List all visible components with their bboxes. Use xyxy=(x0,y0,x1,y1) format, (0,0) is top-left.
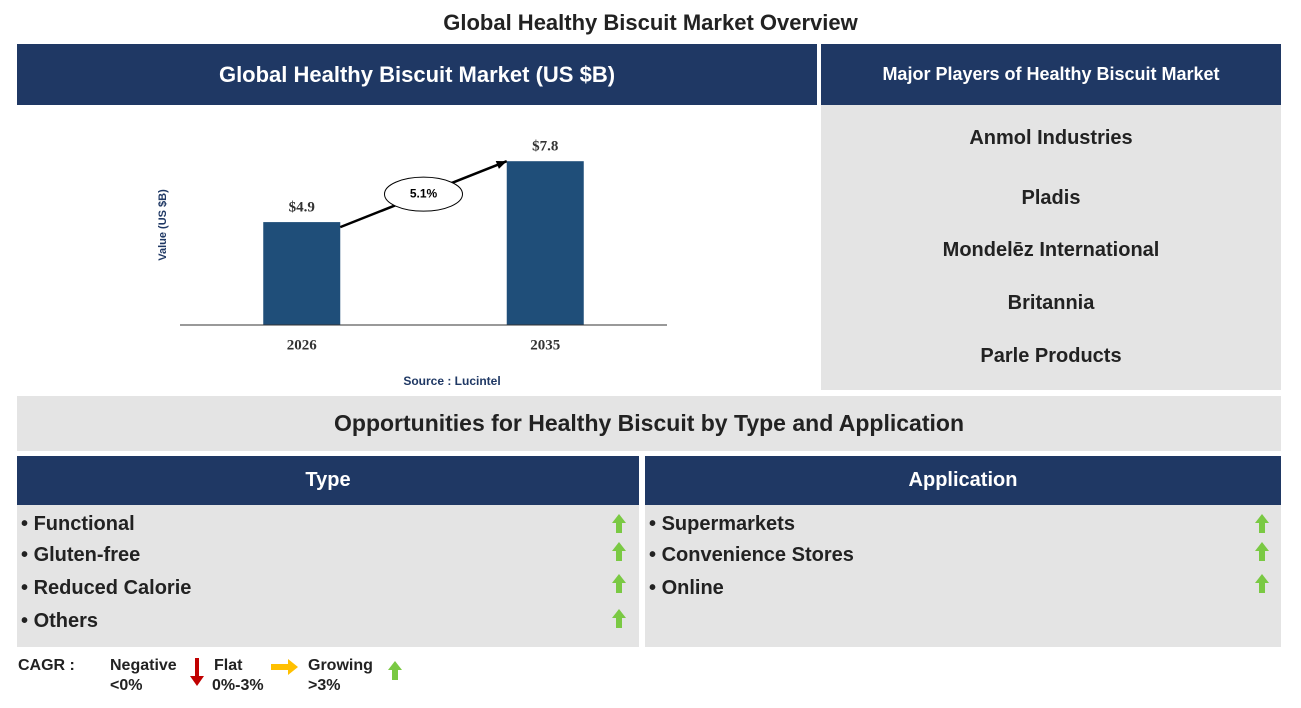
type-item: Gluten-free xyxy=(21,544,141,567)
application-item: Online xyxy=(649,577,724,600)
arrow-head xyxy=(495,160,507,169)
y-axis-label: Value (US $B) xyxy=(157,189,169,261)
legend-flat: Flat xyxy=(214,657,243,674)
player: Parle Products xyxy=(980,345,1122,367)
growing-arrow xyxy=(388,661,402,680)
application-item: Supermarkets xyxy=(649,513,795,536)
type-title: Type xyxy=(17,456,639,505)
opportunities-title: Opportunities for Healthy Biscuit by Typ… xyxy=(17,396,1281,451)
application-title: Application xyxy=(645,456,1281,505)
x-tick-label: 2026 xyxy=(287,337,318,353)
page-title: Global Healthy Biscuit Market Overview xyxy=(443,10,858,35)
cagr-label: 5.1% xyxy=(410,186,438,200)
bar xyxy=(263,222,341,325)
player: Mondelēz International xyxy=(942,239,1160,261)
chart-title: Global Healthy Biscuit Market (US $B) xyxy=(17,44,817,105)
type-item: Others xyxy=(21,610,98,633)
legend-negative: Negative xyxy=(110,657,177,674)
player: Anmol Industries xyxy=(969,127,1133,149)
legend-negative-range: <0% xyxy=(110,677,143,694)
legend-growing: Growing xyxy=(308,657,373,674)
value-label: $7.8 xyxy=(532,139,558,155)
player: Britannia xyxy=(1007,292,1095,314)
value-label: $4.9 xyxy=(289,200,315,216)
x-tick-label: 2035 xyxy=(530,337,560,353)
source: Source : Lucintel xyxy=(403,374,500,388)
application-item: Convenience Stores xyxy=(649,544,854,567)
players-title: Major Players of Healthy Biscuit Market xyxy=(821,44,1281,105)
negative-arrow xyxy=(190,658,204,686)
bar xyxy=(506,161,584,325)
players-panel: Anmol Industries Pladis Mondelēz Interna… xyxy=(821,105,1281,390)
chart: Value (US $B) Source : Lucintel $4.9 2026… xyxy=(157,139,667,388)
legend-growing-range: >3% xyxy=(308,677,341,694)
type-item: Reduced Calorie xyxy=(21,577,192,600)
cagr-bubble xyxy=(384,176,463,212)
application-panel: Supermarkets Convenience Stores Online xyxy=(645,505,1281,647)
type-panel: Functional Gluten-free Reduced Calorie O… xyxy=(17,505,639,647)
legend-flat-range: 0%-3% xyxy=(212,677,264,694)
flat-arrow xyxy=(271,659,298,675)
player: Pladis xyxy=(1021,187,1081,209)
legend-label: CAGR : xyxy=(18,657,75,674)
type-item: Functional xyxy=(21,513,135,536)
